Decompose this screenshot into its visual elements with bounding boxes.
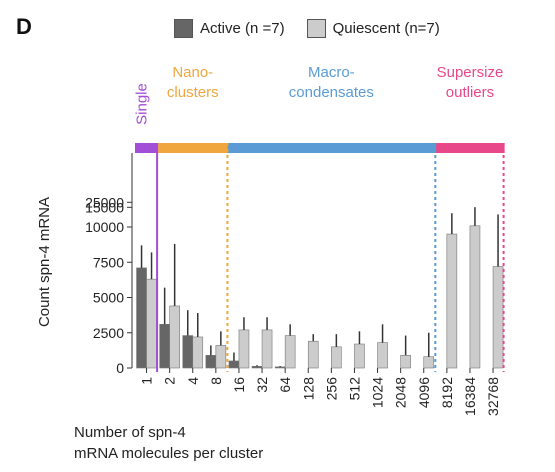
legend-swatch-quiescent xyxy=(306,18,326,38)
y-tick-label: 2500 xyxy=(93,325,124,341)
x-tick-label: 16 xyxy=(231,377,247,393)
x-tick-label: 1024 xyxy=(370,377,386,408)
bar-active xyxy=(228,360,240,369)
bar-quiescent xyxy=(446,233,458,369)
x-axis-title-line2: mRNA molecules per cluster xyxy=(74,445,263,462)
y-tick-label: 25000 xyxy=(85,194,124,210)
bar-quiescent xyxy=(492,266,504,369)
y-tick-label: 10000 xyxy=(85,219,124,235)
bar-quiescent xyxy=(169,305,180,369)
x-tick-label: 256 xyxy=(323,377,339,401)
y-tick-label: 5000 xyxy=(93,290,124,306)
x-tick-label: 16384 xyxy=(462,377,478,416)
x-tick-label: 2 xyxy=(162,377,178,385)
x-tick-label: 8192 xyxy=(439,377,455,408)
bar-quiescent xyxy=(238,329,250,369)
bar-active xyxy=(251,366,263,369)
region-label: Macro- xyxy=(308,64,355,81)
x-tick-label: 512 xyxy=(346,377,362,401)
bar-active xyxy=(274,366,286,369)
legend-label-quiescent: Quiescent (n=7) xyxy=(332,19,440,37)
region-band xyxy=(158,143,228,153)
region-band xyxy=(435,143,505,153)
y-tick-label: 15000 xyxy=(85,199,124,215)
panel-label: D xyxy=(16,14,32,39)
bar-quiescent xyxy=(423,356,435,369)
legend-item-active: Active (n =7) xyxy=(174,18,285,38)
legend: Active (n =7) Quiescent (n=7) xyxy=(174,14,462,42)
bar-quiescent xyxy=(307,340,319,369)
x-tick-label: 4 xyxy=(185,377,201,385)
bar-quiescent xyxy=(469,225,481,369)
bar-quiescent xyxy=(331,346,342,369)
bar-quiescent xyxy=(261,329,273,369)
legend-swatch-active xyxy=(174,18,193,38)
region-band xyxy=(227,143,436,153)
bar-active xyxy=(205,355,217,369)
bar-quiescent xyxy=(215,345,227,369)
x-tick-label: 1 xyxy=(139,377,155,385)
bar-quiescent xyxy=(400,355,411,369)
bar-active xyxy=(159,323,170,369)
x-tick-label: 8 xyxy=(208,377,224,385)
y-axis-title: Count spn-4 mRNA xyxy=(36,197,53,327)
bar-quiescent xyxy=(284,335,296,369)
legend-label-active: Active (n =7) xyxy=(200,19,285,37)
bar-quiescent xyxy=(354,343,365,369)
bar-quiescent xyxy=(377,342,388,369)
y-tick-label: 7500 xyxy=(93,254,124,270)
x-tick-label: 32768 xyxy=(485,377,501,416)
legend-item-quiescent: Quiescent (n=7) xyxy=(306,18,440,38)
bar-active xyxy=(136,267,147,369)
region-label: condensates xyxy=(289,84,374,101)
x-tick-label: 32 xyxy=(254,377,270,393)
x-axis-title-line1: Number of spn-4 xyxy=(74,424,186,441)
y-tick-label: 0 xyxy=(116,360,124,376)
region-label: Single xyxy=(134,83,151,125)
x-tick-label: 2048 xyxy=(393,377,409,408)
bar-quiescent xyxy=(146,278,157,369)
region-label: outliers xyxy=(446,84,494,101)
bar-active xyxy=(182,335,194,369)
region-band xyxy=(135,143,159,153)
x-tick-label: 4096 xyxy=(416,377,432,408)
x-tick-label: 64 xyxy=(277,377,293,393)
bar-quiescent xyxy=(192,336,204,369)
x-tick-label: 128 xyxy=(300,377,316,401)
region-label: clusters xyxy=(167,84,219,101)
region-label: Nano- xyxy=(172,64,213,81)
region-label: Supersize xyxy=(437,64,504,81)
